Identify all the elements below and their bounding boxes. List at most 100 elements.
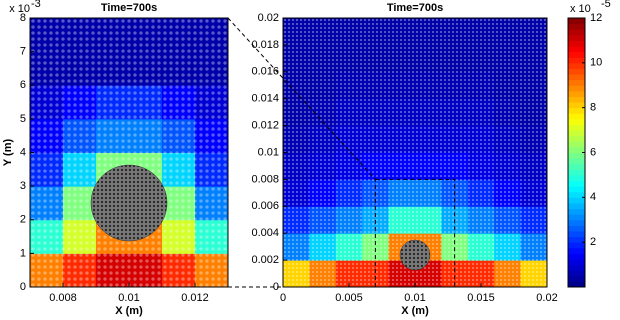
particle	[223, 91, 226, 94]
particle	[61, 277, 64, 280]
particle	[364, 219, 366, 221]
particle	[512, 63, 514, 65]
particle	[400, 43, 402, 45]
particle	[163, 181, 166, 184]
particle	[428, 151, 430, 153]
particle	[91, 49, 94, 52]
particle	[304, 47, 306, 49]
particle	[404, 119, 406, 121]
particle	[223, 151, 226, 154]
particle	[356, 183, 358, 185]
particle	[412, 95, 414, 97]
particle	[300, 191, 302, 193]
particle	[376, 55, 378, 57]
particle	[448, 131, 450, 133]
particle	[424, 131, 426, 133]
particle	[476, 123, 478, 125]
particle	[296, 171, 298, 173]
particle	[372, 179, 374, 181]
particle	[468, 119, 470, 121]
particle	[328, 199, 330, 201]
particle	[352, 179, 354, 181]
particle	[145, 121, 148, 124]
particle	[408, 131, 410, 133]
particle	[296, 27, 298, 29]
particle	[440, 139, 442, 141]
particle	[544, 155, 546, 157]
particle	[528, 183, 530, 185]
particle	[432, 67, 434, 69]
particle	[348, 139, 350, 141]
particle	[61, 265, 64, 268]
particle	[304, 91, 306, 93]
particle	[288, 143, 290, 145]
particle	[480, 171, 482, 173]
particle	[79, 265, 82, 268]
particle	[364, 155, 366, 157]
particle	[199, 205, 202, 208]
particle	[372, 83, 374, 85]
particle	[424, 23, 426, 25]
particle	[91, 271, 94, 274]
particle	[103, 43, 106, 46]
particle	[328, 67, 330, 69]
particle	[424, 167, 426, 169]
particle	[484, 163, 486, 165]
particle	[73, 211, 76, 214]
particle	[532, 75, 534, 77]
particle	[484, 107, 486, 109]
particle	[67, 187, 70, 190]
particle	[348, 203, 350, 205]
particle	[324, 111, 326, 113]
particle	[456, 171, 458, 173]
particle	[121, 145, 124, 148]
particle	[320, 199, 322, 201]
particle	[444, 59, 446, 61]
particle	[400, 219, 402, 221]
particle	[396, 147, 398, 149]
particle	[348, 155, 350, 157]
particle	[488, 163, 490, 165]
particle	[480, 43, 482, 45]
particle	[460, 187, 462, 189]
particle	[540, 31, 542, 33]
particle	[348, 99, 350, 101]
particle	[67, 271, 70, 274]
particle	[444, 95, 446, 97]
particle	[211, 133, 214, 136]
particle	[524, 71, 526, 73]
particle	[396, 215, 398, 217]
particle	[520, 151, 522, 153]
particle	[211, 187, 214, 190]
particle	[372, 135, 374, 137]
particle	[332, 127, 334, 129]
particle	[420, 203, 422, 205]
particle	[67, 235, 70, 238]
particle	[444, 83, 446, 85]
particle	[396, 55, 398, 57]
particle	[356, 47, 358, 49]
particle	[532, 139, 534, 141]
particle	[520, 187, 522, 189]
particle	[360, 39, 362, 41]
particle	[85, 181, 88, 184]
particle	[456, 51, 458, 53]
particle	[97, 169, 100, 172]
particle	[312, 91, 314, 93]
particle	[416, 115, 418, 117]
particle	[61, 217, 64, 220]
particle	[412, 91, 414, 93]
particle	[312, 95, 314, 97]
particle	[504, 55, 506, 57]
particle	[372, 63, 374, 65]
particle	[524, 159, 526, 161]
particle	[396, 199, 398, 201]
particle	[384, 119, 386, 121]
particle	[496, 163, 498, 165]
particle	[536, 67, 538, 69]
particle	[193, 97, 196, 100]
particle	[332, 183, 334, 185]
particle	[320, 55, 322, 57]
particle	[211, 103, 214, 106]
particle	[151, 145, 154, 148]
